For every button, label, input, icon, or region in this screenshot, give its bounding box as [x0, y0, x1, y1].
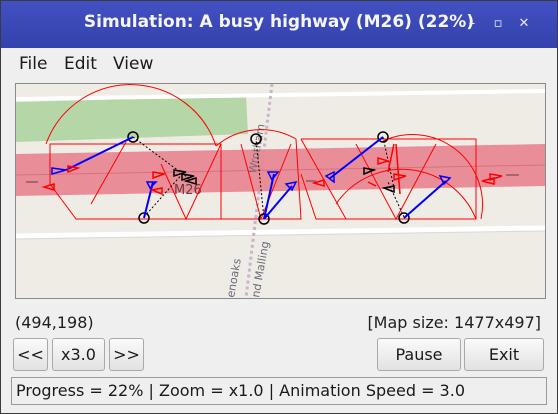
- simulation-map[interactable]: M26 Wrotham enoaks nd Malling: [15, 83, 546, 299]
- vehicle-link: [367, 181, 377, 187]
- vehicle-agent[interactable]: [438, 174, 452, 186]
- vehicle-agent[interactable]: [145, 181, 158, 190]
- sensor-zone: [160, 143, 222, 221]
- vehicle-link: [387, 143, 395, 173]
- vehicle-other: [181, 173, 195, 182]
- speed-button[interactable]: x3.0: [52, 338, 105, 371]
- vehicle-other: [481, 177, 495, 185]
- exit-button[interactable]: Exit: [464, 338, 544, 371]
- status-bar: Progress = 22% | Zoom = x1.0 | Animation…: [11, 377, 547, 405]
- vehicle-link: [395, 143, 401, 195]
- menu-file[interactable]: File: [19, 54, 48, 74]
- vehicle-other: [393, 173, 407, 182]
- sensor-arc: [380, 134, 484, 220]
- pause-button[interactable]: Pause: [377, 338, 461, 371]
- close-icon[interactable]: ✕: [518, 16, 530, 31]
- vehicle-other: [173, 169, 187, 178]
- sensor-zones: [45, 84, 484, 221]
- title-bar[interactable]: Simulation: A busy highway (M26) (22%) –…: [1, 1, 557, 49]
- sensor-zone: [215, 129, 302, 220]
- menu-bar: File Edit View: [1, 48, 557, 80]
- agent-node[interactable]: [398, 212, 410, 224]
- vector-line: [65, 136, 134, 171]
- blue-vehicles: [51, 167, 452, 192]
- sensor-zone: [90, 141, 127, 205]
- park-area: [16, 96, 248, 142]
- rewind-button[interactable]: <<: [13, 338, 48, 371]
- vector-line: [403, 180, 447, 219]
- agent-nodes: [127, 131, 410, 225]
- forward-button[interactable]: >>: [109, 338, 144, 371]
- vehicle-other: [311, 178, 325, 188]
- vector-line: [143, 181, 154, 219]
- direction-arrows: [26, 174, 519, 183]
- agent-node[interactable]: [377, 131, 389, 143]
- vehicle-other: [183, 176, 197, 186]
- vehicle-agent[interactable]: [51, 167, 67, 175]
- link-line: [255, 138, 265, 220]
- red-vehicles: [41, 143, 503, 196]
- sensor-zone: [240, 143, 292, 221]
- vehicle-agent[interactable]: [324, 170, 335, 184]
- minor-road-top: [16, 89, 545, 101]
- black-vehicles: [173, 167, 395, 194]
- map-size-label: [Map size: 1477x497]: [367, 313, 541, 332]
- sensor-arc: [335, 168, 477, 220]
- vehicle-other: [149, 187, 163, 196]
- agent-node[interactable]: [250, 133, 262, 145]
- vector-line: [328, 136, 384, 180]
- agent-node[interactable]: [258, 213, 270, 225]
- vehicle-agent[interactable]: [284, 180, 298, 192]
- map-canvas[interactable]: M26 Wrotham enoaks nd Malling: [16, 84, 545, 298]
- blue-vectors: [65, 136, 447, 220]
- window-title: Simulation: A busy highway (M26) (22%): [83, 12, 475, 32]
- agent-node[interactable]: [138, 212, 150, 224]
- menu-edit[interactable]: Edit: [64, 54, 97, 74]
- cursor-coordinates: (494,198): [15, 313, 94, 332]
- minimize-icon[interactable]: –: [468, 16, 476, 31]
- agent-node[interactable]: [127, 131, 139, 143]
- link-line: [387, 181, 405, 218]
- vehicle-other: [377, 156, 391, 166]
- minor-road-bottom: [16, 225, 545, 239]
- vehicle-other: [152, 171, 167, 180]
- minor-road-edge: [16, 230, 545, 240]
- menu-view[interactable]: View: [113, 54, 154, 74]
- vector-line: [263, 173, 275, 220]
- vehicle-other: [489, 173, 503, 182]
- maximize-icon[interactable]: ▫: [493, 16, 503, 31]
- vehicle-other: [381, 185, 395, 194]
- sensor-arc: [45, 84, 217, 147]
- vehicle-agent[interactable]: [266, 171, 280, 182]
- vehicle-other: [363, 167, 377, 176]
- vehicle-other: [41, 182, 55, 192]
- road-label-m26: M26: [174, 183, 202, 198]
- vector-line: [263, 185, 293, 220]
- vehicle-other: [67, 165, 81, 174]
- link-line: [382, 136, 395, 189]
